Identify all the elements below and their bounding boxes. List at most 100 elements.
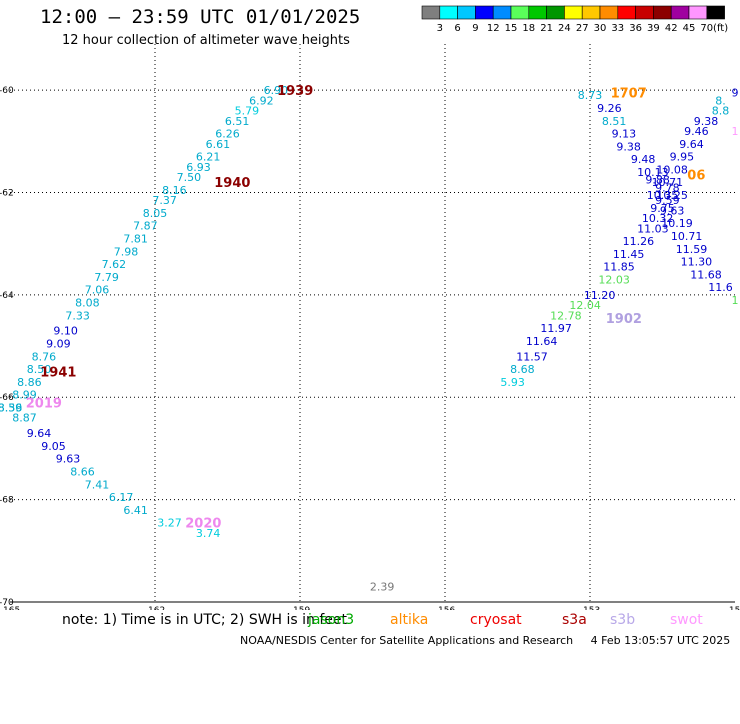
swh-value-label: 5.79 bbox=[235, 105, 260, 118]
colorbar-tick-label: 36 bbox=[629, 23, 642, 34]
swh-value-label: 11.30 bbox=[681, 256, 713, 269]
swh-value-label: 5.93 bbox=[500, 376, 525, 389]
colorbar-tick-label: 39 bbox=[647, 23, 660, 34]
swh-value-label: 11.97 bbox=[540, 322, 572, 335]
swh-value-label: 8.50 bbox=[27, 363, 52, 376]
swh-value-label: 11.45 bbox=[613, 248, 645, 261]
swh-value-label: 9.13 bbox=[612, 128, 637, 141]
swh-value-label: 6.93 bbox=[186, 161, 211, 174]
swh-value-label: 2.39 bbox=[370, 581, 395, 594]
lon-tick-label: -159 bbox=[290, 606, 311, 610]
swh-value-label: 8.08 bbox=[75, 297, 100, 310]
swh-value-label: 11.59 bbox=[676, 243, 708, 256]
swh-value-label: 9.64 bbox=[27, 427, 52, 440]
colorbar-tick-label: 24 bbox=[558, 23, 571, 34]
lat-tick-label: -60 bbox=[0, 86, 14, 96]
swh-value-label: 9.46 bbox=[684, 125, 709, 138]
track-time-label: 06 bbox=[687, 169, 705, 184]
credit-line: NOAA/NESDIS Center for Satellite Applica… bbox=[240, 634, 731, 647]
swh-value-label: 10.71 bbox=[652, 176, 684, 189]
swh-value-label: 10.13 bbox=[637, 166, 669, 179]
swh-value-label: 1 bbox=[732, 125, 739, 138]
legend-s3a: s3a bbox=[562, 612, 587, 628]
swh-value-label: 9 bbox=[732, 87, 739, 100]
swh-value-label: 12.78 bbox=[550, 309, 582, 322]
swh-value-label: 6.92 bbox=[249, 94, 274, 107]
swh-value-label: 7.62 bbox=[102, 258, 127, 271]
swh-value-label: 6.51 bbox=[225, 115, 250, 128]
legend-s3b: s3b bbox=[610, 612, 636, 628]
swh-value-label: 3.74 bbox=[196, 527, 221, 540]
swh-value-label: 8.8 bbox=[712, 105, 730, 118]
track-time-label: 1940 bbox=[214, 176, 250, 191]
colorbar-tick-label: 6 bbox=[454, 23, 460, 34]
swh-value-label: 8.16 bbox=[162, 184, 187, 197]
lon-tick-label: -165 bbox=[0, 606, 20, 610]
lon-tick-label: -156 bbox=[435, 606, 456, 610]
swh-value-label: 8.05 bbox=[143, 207, 168, 220]
swh-value-label: 7.79 bbox=[94, 271, 119, 284]
swh-value-label: 7.41 bbox=[85, 478, 110, 491]
swh-value-label: 10.25 bbox=[656, 189, 688, 202]
track-time-label: 2020 bbox=[185, 517, 221, 532]
swh-value-label: 11.85 bbox=[603, 261, 635, 274]
swh-value-label: 11.6 bbox=[708, 281, 733, 294]
legend-altika: altika bbox=[390, 612, 429, 628]
swh-value-label: 7.50 bbox=[177, 171, 202, 184]
swh-value-label: 8. bbox=[715, 94, 726, 107]
lon-tick-label: -162 bbox=[145, 606, 165, 610]
colorbar-tick-label: 42 bbox=[665, 23, 678, 34]
swh-value-label: 9.95 bbox=[670, 151, 695, 164]
map-subtitle: 12 hour collection of altimeter wave hei… bbox=[62, 33, 350, 48]
swh-value-label: 3.27 bbox=[157, 517, 182, 530]
swh-value-label: 8.56 bbox=[0, 401, 22, 414]
lat-tick-label: -68 bbox=[0, 496, 14, 506]
swh-value-label: 8.87 bbox=[12, 412, 37, 425]
colorbar-tick-label: 3 bbox=[437, 23, 443, 34]
swh-value-label: 10.35 bbox=[647, 189, 679, 202]
footer-note: note: 1) Time is in UTC; 2) SWH is in fe… bbox=[62, 612, 348, 628]
satellite-legend: jason3 altika cryosat s3a s3b swot bbox=[308, 612, 703, 724]
swh-value-label: 11.20 bbox=[584, 289, 616, 302]
lat-tick-label: -62 bbox=[0, 188, 14, 198]
swh-value-label: 9.26 bbox=[597, 102, 622, 115]
swh-value-label: 9.09 bbox=[46, 337, 71, 350]
swh-value-label: 7.33 bbox=[65, 309, 90, 322]
swh-value-label: 8.66 bbox=[70, 465, 95, 478]
swh-value-label: 8.51 bbox=[602, 115, 627, 128]
swh-value-label: 10.71 bbox=[671, 230, 703, 243]
track-time-label: 1707 bbox=[611, 87, 647, 102]
swh-value-label: 9.05 bbox=[41, 440, 66, 453]
swh-value-label: 7.98 bbox=[114, 245, 139, 258]
lon-tick-label: -15 bbox=[726, 606, 740, 610]
legend-cryosat: cryosat bbox=[470, 612, 522, 628]
swh-value-label: 7.87 bbox=[133, 220, 158, 233]
colorbar-tick-label: 12 bbox=[487, 23, 500, 34]
swh-value-label: 11.03 bbox=[637, 222, 669, 235]
swh-colorbar: 3 6 9 12 15 18 21 24 27 30 33 36 39 42 45 70 (ft) bbox=[421, 5, 728, 34]
colorbar-tick-label: 33 bbox=[611, 23, 624, 34]
swh-value-label: 6.90 bbox=[264, 84, 289, 97]
swh-value-label: 7.81 bbox=[123, 233, 148, 246]
swh-value-label: 8.73 bbox=[578, 89, 603, 102]
swh-value-label: 11.64 bbox=[526, 335, 558, 348]
swh-value-label: 6.26 bbox=[215, 128, 240, 141]
colorbar-tick-label: 27 bbox=[576, 23, 589, 34]
swh-value-label: 6.17 bbox=[109, 491, 134, 504]
track-time-label: 1902 bbox=[606, 312, 642, 327]
lat-tick-label: -70 bbox=[0, 598, 14, 608]
swh-value-label: 9.59 bbox=[655, 194, 680, 207]
swh-value-label: 1 bbox=[732, 294, 739, 307]
swh-value-label: 12.03 bbox=[598, 273, 630, 286]
swh-value-label: 9.38 bbox=[694, 115, 719, 128]
swh-value-label: 8.86 bbox=[17, 376, 42, 389]
colorbar-tick-label: 21 bbox=[540, 23, 553, 34]
swh-value-label: 6.21 bbox=[196, 151, 221, 164]
colorbar-tick-label: 45 bbox=[683, 23, 696, 34]
track-time-label: 1939 bbox=[277, 84, 313, 99]
colorbar-tick-label: 18 bbox=[522, 23, 535, 34]
lat-tick-label: -66 bbox=[0, 393, 14, 403]
swh-value-label: 9.78 bbox=[655, 181, 680, 194]
legend-jason3: jason3 bbox=[308, 612, 355, 628]
swh-value-label: 9.63 bbox=[660, 204, 685, 217]
